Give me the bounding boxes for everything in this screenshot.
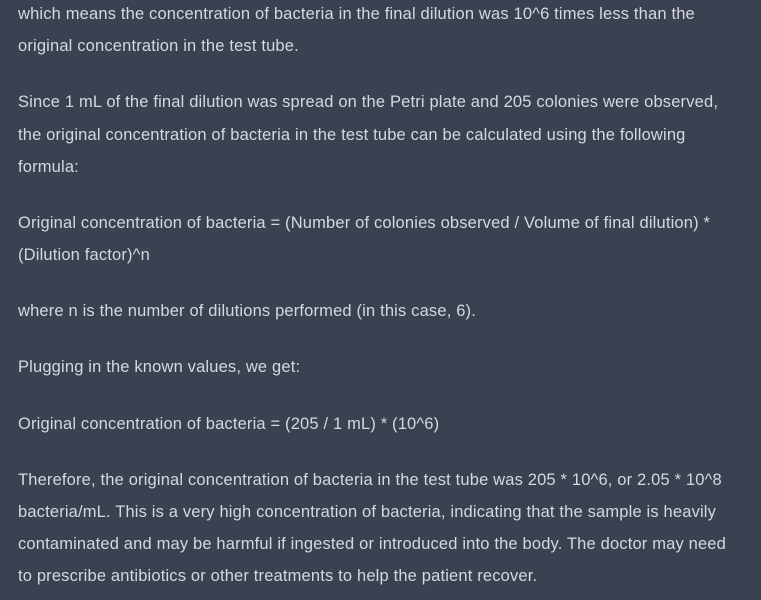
paragraph-3: where n is the number of dilutions perfo…	[18, 295, 743, 327]
paragraph-5: Original concentration of bacteria = (20…	[18, 408, 743, 440]
paragraph-2: Original concentration of bacteria = (Nu…	[18, 207, 743, 271]
paragraph-4: Plugging in the known values, we get:	[18, 351, 743, 383]
paragraph-0: which means the concentration of bacteri…	[18, 0, 743, 62]
paragraph-1: Since 1 mL of the final dilution was spr…	[18, 86, 743, 183]
paragraph-6: Therefore, the original concentration of…	[18, 464, 743, 593]
